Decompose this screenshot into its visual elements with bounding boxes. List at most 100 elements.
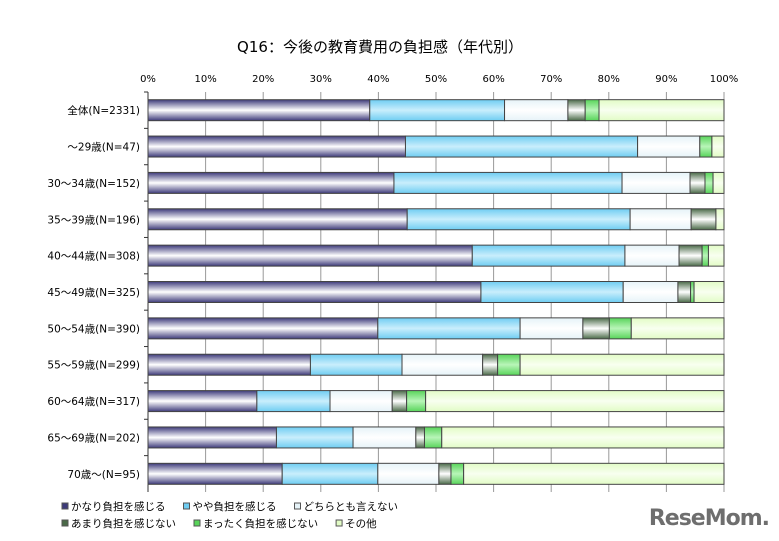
chart-title: Q16：今後の教育費用の負担感（年代別） [237,38,523,56]
x-tick-label: 20% [252,74,274,85]
bar-segment [689,171,706,194]
bar-segment [147,353,311,376]
legend-label: あまり負担を感じない [71,517,176,530]
x-tick-label: 10% [194,74,216,85]
bar-segment [567,99,586,122]
legend-swatch [335,519,343,527]
bar-segment [704,171,714,194]
bar-segment [147,244,473,267]
bar-segment [699,135,713,158]
bar-segment [406,208,631,231]
bar-segment [584,99,600,122]
bar-segment [329,390,393,413]
category-label: 70歳～(N=95) [67,469,140,481]
bar-segment [622,281,679,303]
bar-segment [678,244,703,267]
bar-segment [309,353,403,376]
bar-segment [404,135,639,158]
bar-segment [712,171,725,194]
bar-segment [463,462,725,485]
category-label: 35～39歳(N=196) [47,214,140,226]
bar-segment [401,353,484,376]
category-label: 40～44歳(N=308) [47,251,140,263]
bar-segment [701,244,709,267]
x-tick-label: 60% [482,74,504,85]
bar-segment [147,390,258,413]
x-tick-label: 100% [710,74,739,85]
bar-segment [441,426,725,449]
bar-segment [621,171,691,194]
bar-segment [147,462,283,485]
bar-segment [147,99,371,122]
bar-segment [147,135,406,158]
x-tick-label: 30% [310,74,332,85]
legend-label: まったく負担を感じない [203,517,318,530]
x-tick-label: 70% [540,74,562,85]
bar-segment [391,390,408,413]
bar-segment [406,390,427,413]
bar-segment [608,317,632,340]
bar-segment [677,281,692,303]
bar-segment [598,99,725,122]
bar-segment [497,353,521,376]
category-label: 65～69歳(N=202) [47,432,140,444]
bar-segment [147,426,277,449]
bar-segment [147,208,408,231]
resemom-logo: ReseMom. [648,506,770,531]
bar-segment [693,281,725,303]
bar-segment [450,462,465,485]
bar-segment [393,171,623,194]
bar-segment [582,317,610,340]
bar-segment [690,208,717,231]
category-label: 60～64歳(N=317) [47,396,140,408]
bar-segment [256,390,331,413]
bar-segment [690,281,695,303]
category-label: 50～54歳(N=390) [47,323,140,335]
bar-segment [519,317,584,340]
bar-segment [425,390,725,413]
bar-segment [629,208,692,231]
bar-segment [504,99,569,122]
legend-swatch [193,519,201,527]
legend-swatch [183,502,190,510]
x-tick-label: 40% [367,74,389,85]
legend-label: かなり負担を感じる [71,500,166,513]
bar-segment [369,99,506,122]
category-label: 30～34歳(N=152) [47,178,140,190]
legend-label: どちらとも言えない [304,500,399,513]
category-label: 全体(N=2331) [67,104,140,117]
bar-segment [147,317,379,340]
bar-segment [147,281,482,303]
category-label: 55～59歳(N=299) [47,360,140,372]
bar-segment [471,244,626,267]
category-label: ～29歳(N=47) [67,142,140,154]
legend-swatch [61,519,69,527]
legend-label: その他 [345,517,377,530]
bar-segment [707,244,725,267]
x-tick-label: 0% [140,74,156,85]
bar-segment [715,208,725,231]
bar-segment [415,426,425,449]
bar-segment [519,353,725,376]
bar-segment [624,244,680,267]
bar-segment [630,317,725,340]
bar-segment [482,353,499,376]
legend-swatch [61,502,69,510]
x-tick-label: 50% [425,74,447,85]
legend-label: やや負担を感じる [193,500,277,513]
bar-segment [352,426,417,449]
x-tick-label: 80% [598,74,620,85]
bar-segment [711,135,725,158]
bar-segment [637,135,701,158]
bar-segment [377,317,521,340]
bar-segment [438,462,452,485]
bar-segment [281,462,379,485]
category-label: 45～49歳(N=325) [47,287,140,299]
bar-segment [423,426,443,449]
bar-segment [147,171,395,194]
bar-segment [275,426,354,449]
x-tick-label: 90% [655,74,677,85]
bar-segment [377,462,440,485]
